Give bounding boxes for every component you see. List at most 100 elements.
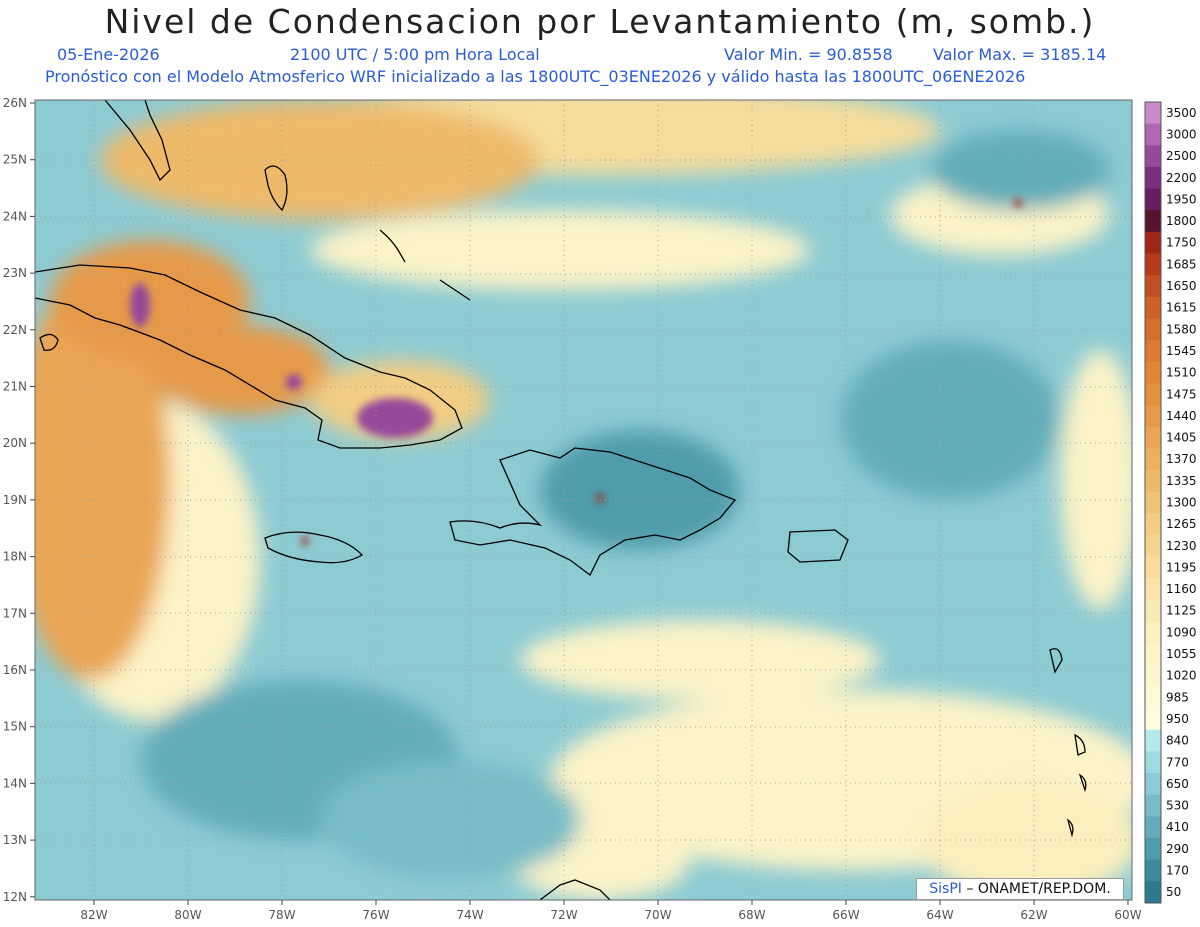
lat-tick-label: 19N <box>3 493 27 507</box>
lon-tick-label: 72W <box>550 908 577 922</box>
colorbar-label: 290 <box>1166 842 1189 856</box>
colorbar-label: 1545 <box>1166 344 1197 358</box>
lat-tick-label: 14N <box>3 776 27 790</box>
colorbar-swatch <box>1145 534 1161 558</box>
colorbar-label: 1440 <box>1166 409 1197 423</box>
colorbar-swatch <box>1145 599 1161 623</box>
colorbar-label: 1335 <box>1166 474 1197 488</box>
credit-box: SisPI – ONAMET/REP.DOM. <box>916 878 1124 900</box>
colorbar-label: 1650 <box>1166 279 1197 293</box>
colorbar-swatch <box>1145 816 1161 839</box>
colorbar-label: 1800 <box>1166 214 1197 228</box>
colorbar-label: 1510 <box>1166 366 1197 380</box>
colorbar-label: 1950 <box>1166 192 1197 206</box>
lat-tick-label: 23N <box>3 266 27 280</box>
coast-lesser-antilles <box>1049 648 1087 838</box>
lon-tick-label: 74W <box>456 908 483 922</box>
colorbar-swatch <box>1145 881 1161 904</box>
colorbar-swatch <box>1145 621 1161 644</box>
max-value-label: Valor Max. = 3185.14 <box>933 45 1107 64</box>
colorbar-label: 840 <box>1166 734 1189 748</box>
lon-tick-label: 82W <box>80 908 107 922</box>
colorbar-label: 3500 <box>1166 106 1197 120</box>
colorbar-label: 410 <box>1166 820 1189 834</box>
lon-tick-label: 62W <box>1020 908 1047 922</box>
coast-florida <box>104 100 171 182</box>
colorbar-swatch <box>1145 773 1161 796</box>
lat-tick-label: 17N <box>3 606 27 620</box>
colorbar-swatch <box>1145 253 1161 276</box>
colorbar-swatch <box>1145 556 1161 579</box>
colorbar-swatch <box>1145 210 1161 233</box>
colorbar-swatch <box>1145 166 1161 190</box>
colorbar-label: 170 <box>1166 864 1189 878</box>
colorbar-label: 1405 <box>1166 431 1197 445</box>
colorbar-swatch <box>1145 751 1161 774</box>
lon-tick-label: 70W <box>644 908 671 922</box>
time-label: 2100 UTC / 5:00 pm Hora Local <box>290 45 540 64</box>
colorbar-swatch <box>1145 231 1161 255</box>
colorbar-swatch <box>1145 123 1161 146</box>
lat-tick-label: 18N <box>3 550 27 564</box>
lat-tick-label: 20N <box>3 436 27 450</box>
coast-cuba <box>35 264 463 449</box>
map-title: Nivel de Condensacion por Levantamiento … <box>104 2 1096 41</box>
colorbar-label: 1090 <box>1166 625 1197 639</box>
lat-tick-label: 21N <box>3 380 27 394</box>
colorbar-label: 950 <box>1166 712 1189 726</box>
colorbar-label: 1615 <box>1166 301 1197 315</box>
lat-tick-label: 25N <box>3 153 27 167</box>
colorbar-swatch <box>1145 145 1161 168</box>
coast-puerto-rico <box>787 529 849 563</box>
coast-hispaniola <box>449 447 737 576</box>
colorbar-swatch <box>1145 318 1161 341</box>
colorbar-swatch <box>1145 859 1161 882</box>
colorbar-swatch <box>1145 188 1161 211</box>
forecast-label: Pronóstico con el Modelo Atmosferico WRF… <box>45 67 1026 86</box>
colorbar-swatch <box>1145 708 1161 731</box>
latitude-axis: 26N 25N 24N 23N 22N 21N 20N 19N 18N 17N 16N 15N 14N 1… <box>3 96 35 904</box>
lcl-shading <box>35 100 1132 900</box>
coast-bahamas-3 <box>439 279 471 301</box>
colorbar-swatch <box>1145 578 1161 601</box>
coast-jamaica <box>264 531 364 564</box>
colorbar-swatch <box>1145 491 1161 514</box>
colorbar-label: 1300 <box>1166 496 1197 510</box>
lon-tick-label: 60W <box>1114 908 1141 922</box>
longitude-axis: 82W 80W 78W 76W 74W 72W 70W 68W 66W 64W 62W 60W <box>80 900 1142 922</box>
date-label: 05-Ene-2026 <box>57 45 160 64</box>
colorbar-swatch <box>1145 643 1161 666</box>
lon-tick-label: 64W <box>926 908 953 922</box>
colorbar-label: 770 <box>1166 755 1189 769</box>
colorbar-label: 1230 <box>1166 539 1197 553</box>
colorbar-swatch <box>1145 838 1161 861</box>
credit-text: – ONAMET/REP.DOM. <box>966 881 1111 897</box>
colorbar-label: 650 <box>1166 777 1189 791</box>
coastlines <box>35 100 1087 900</box>
colorbar-label: 2200 <box>1166 171 1197 185</box>
credit-brand: SisPI <box>929 881 962 897</box>
colorbar-swatch <box>1145 383 1161 406</box>
lon-tick-label: 78W <box>268 908 295 922</box>
colorbar-label: 1475 <box>1166 387 1197 401</box>
colorbar-label: 1685 <box>1166 257 1197 271</box>
colorbar-swatch <box>1145 513 1161 536</box>
colorbar-swatch <box>1145 729 1161 752</box>
colorbar-swatch <box>1145 448 1161 471</box>
colorbar-swatch <box>1145 340 1161 363</box>
colorbar-label: 50 <box>1166 885 1181 899</box>
colorbar-swatch <box>1145 275 1161 298</box>
graticule <box>35 100 1132 900</box>
colorbar-label: 1370 <box>1166 452 1197 466</box>
lat-tick-label: 22N <box>3 323 27 337</box>
colorbar-label: 1750 <box>1166 236 1197 250</box>
lat-tick-label: 12N <box>3 890 27 904</box>
min-value-label: Valor Min. = 90.8558 <box>724 45 893 64</box>
colorbar-label: 1580 <box>1166 322 1197 336</box>
colorbar-swatch <box>1145 405 1161 428</box>
colorbar-swatch <box>1145 664 1161 688</box>
colorbar-label: 3000 <box>1166 127 1197 141</box>
lat-tick-label: 13N <box>3 833 27 847</box>
colorbar: 3500 3000 2500 2200 1950 1800 1750 1685 1650 1615… <box>1144 101 1197 904</box>
